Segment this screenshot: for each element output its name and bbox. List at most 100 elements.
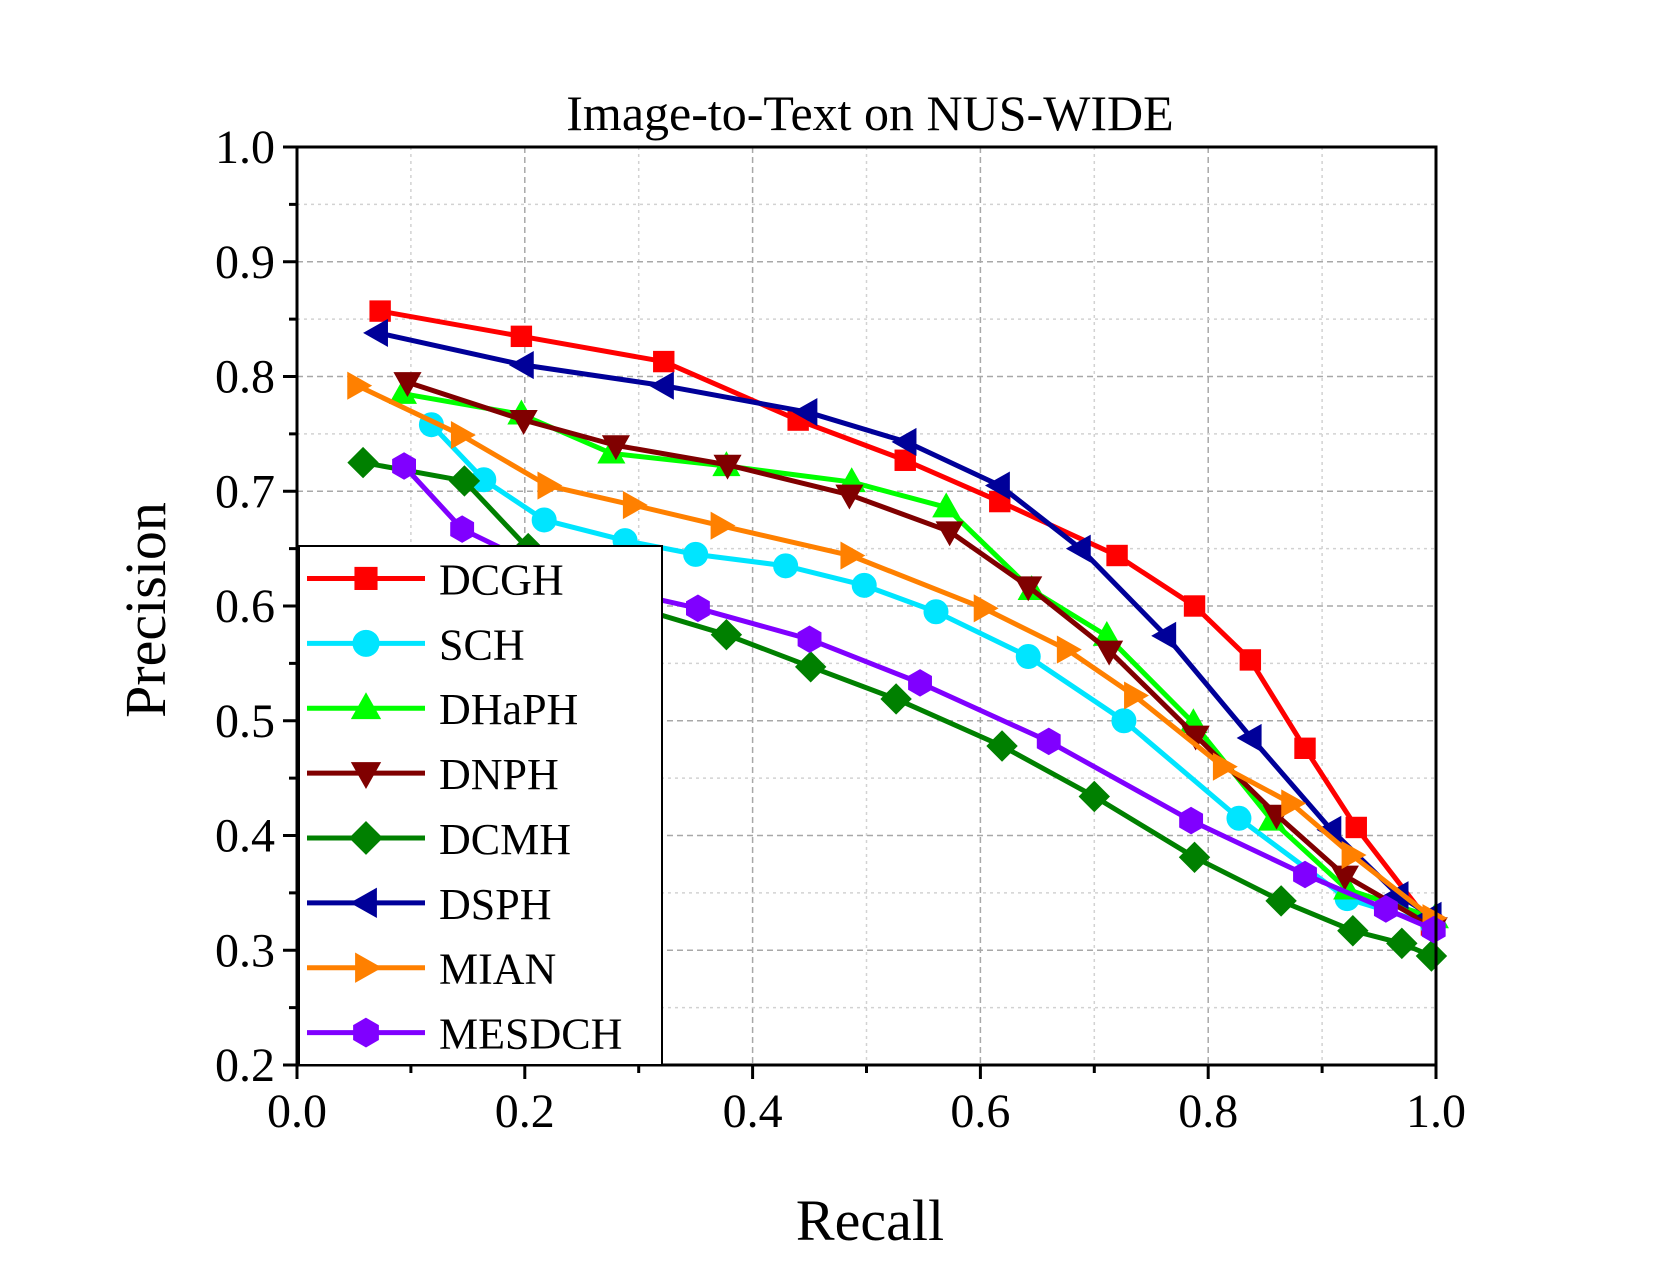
data-point-dcgh bbox=[1106, 544, 1128, 567]
data-point-dnph bbox=[713, 454, 742, 480]
data-point-dcgh bbox=[653, 350, 675, 373]
x-axis-label: Recall bbox=[796, 1188, 944, 1253]
data-point-mian bbox=[1341, 840, 1367, 870]
y-tick-label: 0.5 bbox=[215, 695, 275, 748]
legend-marker bbox=[350, 762, 382, 790]
data-point-sch bbox=[773, 553, 799, 579]
data-point-dcmh bbox=[1386, 927, 1418, 960]
y-tick-label: 0.3 bbox=[215, 924, 275, 977]
data-point-mesdch bbox=[797, 625, 822, 654]
data-point-dcmh bbox=[794, 651, 827, 683]
axes: 0.0 0.2 0.4 0.6 0.8 1.00.20.30.40.50.60.70.80… bbox=[215, 121, 1466, 1138]
data-point-sch bbox=[531, 507, 557, 533]
data-point-dnph bbox=[835, 484, 864, 510]
data-point-dsph bbox=[984, 471, 1010, 500]
data-point-mesdch bbox=[1036, 727, 1061, 756]
data-point-dsph bbox=[508, 350, 534, 380]
data-point-dcgh bbox=[1183, 595, 1206, 617]
x-tick-label: 0.4 bbox=[723, 1085, 783, 1138]
data-point-mian bbox=[537, 471, 563, 500]
y-tick-label: 0.6 bbox=[215, 580, 275, 633]
legend-label: DCGH bbox=[439, 555, 564, 604]
legend-label: DHaPH bbox=[439, 685, 578, 734]
series-line-dhaph bbox=[402, 391, 1436, 921]
y-axis-label: Precision bbox=[113, 502, 178, 718]
data-point-dcgh bbox=[894, 449, 916, 471]
x-tick-label: 1.0 bbox=[1406, 1085, 1466, 1138]
data-point-sch bbox=[1226, 805, 1252, 831]
data-point-mian bbox=[1281, 789, 1307, 818]
data-point-mesdch bbox=[1179, 806, 1204, 835]
data-point-dhaph bbox=[932, 492, 961, 518]
data-point-dnph bbox=[1014, 576, 1043, 602]
data-point-dcgh bbox=[510, 325, 533, 348]
data-point-dcmh bbox=[880, 683, 912, 715]
y-tick-label: 0.2 bbox=[215, 1039, 275, 1092]
data-point-dcgh bbox=[1239, 649, 1262, 671]
legend-label: DSPH bbox=[439, 880, 552, 929]
x-tick-label: 0.0 bbox=[267, 1085, 327, 1138]
legend-marker bbox=[353, 1017, 379, 1048]
legend-item-dcgh: DCGH bbox=[307, 555, 564, 604]
data-point-mesdch bbox=[450, 515, 475, 543]
data-point-dsph bbox=[363, 318, 388, 347]
data-point-mesdch bbox=[1373, 895, 1398, 923]
data-point-sch bbox=[1015, 643, 1041, 669]
legend-label: DCMH bbox=[439, 815, 571, 864]
legend-marker bbox=[350, 887, 377, 918]
series-line-dsph bbox=[377, 330, 1433, 918]
legend-marker bbox=[349, 820, 383, 855]
legend-item-dsph: DSPH bbox=[307, 880, 552, 929]
data-point-dcmh bbox=[448, 465, 481, 497]
data-point-mesdch bbox=[392, 452, 416, 480]
data-point-mian bbox=[347, 371, 373, 400]
series-dsph bbox=[363, 318, 1442, 930]
y-tick-label: 0.7 bbox=[215, 465, 275, 518]
series-line-dnph bbox=[406, 379, 1435, 930]
data-point-mian bbox=[1056, 635, 1082, 664]
data-point-sch bbox=[683, 541, 709, 567]
data-point-dcmh bbox=[347, 446, 379, 479]
data-point-dsph bbox=[1065, 534, 1091, 563]
series-mian bbox=[347, 371, 1448, 933]
y-tick-label: 0.9 bbox=[215, 236, 275, 289]
legend-item-dcmh: DCMH bbox=[307, 815, 571, 864]
x-tick-label: 0.2 bbox=[495, 1085, 555, 1138]
series-sch bbox=[418, 412, 1446, 938]
data-point-dcmh bbox=[1337, 915, 1369, 947]
y-tick-label: 0.4 bbox=[215, 810, 275, 863]
legend-marker bbox=[355, 952, 382, 983]
data-point-dcgh bbox=[1294, 737, 1316, 759]
data-point-dnph bbox=[935, 521, 964, 547]
legend-label: SCH bbox=[439, 620, 525, 669]
legend-label: MIAN bbox=[439, 945, 556, 994]
data-point-mian bbox=[973, 594, 999, 623]
data-point-sch bbox=[851, 572, 877, 598]
data-point-dsph bbox=[1151, 621, 1177, 650]
legend-item-sch: SCH bbox=[307, 620, 525, 669]
y-tick-label: 0.8 bbox=[215, 351, 275, 404]
legend-item-mian: MIAN bbox=[307, 945, 556, 994]
data-point-mian bbox=[840, 541, 866, 570]
data-point-dsph bbox=[792, 398, 818, 427]
data-point-dnph bbox=[601, 435, 630, 461]
legend-label: MESDCH bbox=[439, 1010, 622, 1059]
data-point-mesdch bbox=[1293, 860, 1317, 889]
data-point-mian bbox=[450, 420, 476, 450]
legend-item-dhaph: DHaPH bbox=[307, 685, 578, 734]
data-point-mian bbox=[710, 511, 736, 540]
legend: DCGH SCH DHaPH DNPH DCMH DSPH MIAN MESDCH bbox=[298, 545, 663, 1066]
data-point-mian bbox=[1124, 681, 1149, 710]
legend-marker bbox=[350, 692, 382, 720]
legend-marker bbox=[354, 566, 378, 590]
data-point-dcmh bbox=[710, 618, 743, 651]
data-point-dsph bbox=[891, 427, 917, 456]
data-point-mesdch bbox=[685, 594, 710, 623]
x-tick-label: 0.8 bbox=[1178, 1085, 1238, 1138]
data-point-dsph bbox=[1236, 723, 1262, 753]
data-point-mesdch bbox=[908, 669, 932, 697]
data-point-dsph bbox=[648, 371, 674, 400]
legend-item-mesdch: MESDCH bbox=[307, 1010, 622, 1059]
